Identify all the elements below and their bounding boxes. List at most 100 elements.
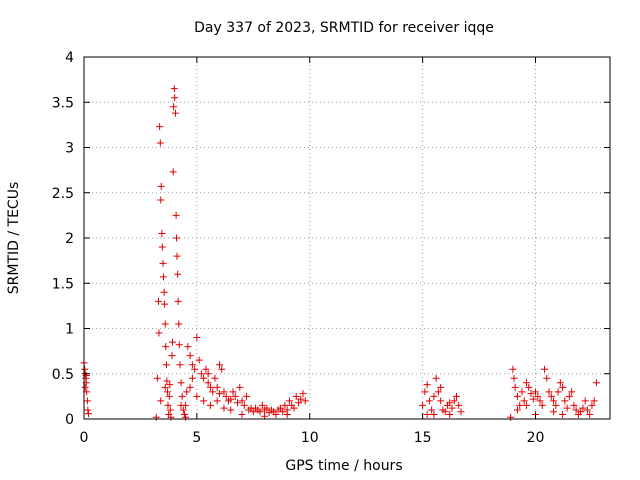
data-point bbox=[434, 388, 442, 396]
data-point bbox=[511, 383, 519, 391]
data-point bbox=[234, 399, 242, 407]
x-tick-label: 20 bbox=[527, 430, 545, 446]
data-point bbox=[238, 397, 246, 405]
data-point bbox=[161, 320, 169, 328]
data-point bbox=[154, 297, 162, 305]
data-point bbox=[168, 352, 176, 360]
data-point bbox=[279, 408, 287, 416]
data-point bbox=[430, 410, 438, 418]
data-point bbox=[570, 401, 578, 409]
data-point bbox=[568, 388, 576, 396]
data-point bbox=[195, 356, 203, 364]
x-axis-label: GPS time / hours bbox=[285, 458, 402, 474]
data-point bbox=[178, 392, 186, 400]
data-point bbox=[430, 392, 438, 400]
data-point bbox=[457, 408, 465, 416]
data-point bbox=[545, 388, 553, 396]
y-tick-label: 1.5 bbox=[52, 276, 74, 292]
data-point bbox=[428, 406, 436, 414]
chart-title: Day 337 of 2023, SRMTID for receiver iqq… bbox=[194, 20, 494, 36]
data-point bbox=[579, 404, 587, 412]
data-point bbox=[171, 94, 179, 102]
data-point bbox=[177, 401, 185, 409]
data-point bbox=[432, 374, 440, 382]
data-point bbox=[206, 383, 214, 391]
data-point bbox=[83, 397, 91, 405]
y-tick-label: 0 bbox=[65, 412, 74, 428]
data-point bbox=[272, 410, 280, 418]
data-point bbox=[522, 379, 530, 387]
data-point bbox=[292, 392, 300, 400]
data-point bbox=[559, 383, 567, 391]
data-point bbox=[209, 388, 217, 396]
data-point bbox=[547, 392, 555, 400]
data-point bbox=[550, 397, 558, 405]
data-point bbox=[455, 401, 463, 409]
data-point bbox=[186, 383, 194, 391]
data-point bbox=[164, 388, 172, 396]
data-point bbox=[258, 401, 266, 409]
data-point bbox=[215, 390, 223, 398]
data-point bbox=[164, 401, 172, 409]
data-point bbox=[206, 401, 214, 409]
data-point bbox=[191, 365, 199, 373]
data-point bbox=[202, 365, 210, 373]
data-point bbox=[586, 410, 594, 418]
data-point bbox=[166, 381, 174, 389]
data-point bbox=[229, 388, 237, 396]
data-point bbox=[153, 374, 161, 382]
data-point bbox=[173, 252, 181, 260]
data-point bbox=[559, 410, 567, 418]
data-point bbox=[231, 392, 239, 400]
data-point bbox=[186, 352, 194, 360]
y-tick-label: 3.5 bbox=[52, 95, 74, 111]
data-point bbox=[173, 234, 181, 242]
data-point bbox=[152, 413, 160, 421]
y-tick-label: 0.5 bbox=[52, 367, 74, 383]
data-point bbox=[581, 397, 589, 405]
data-point bbox=[532, 388, 540, 396]
data-point bbox=[193, 392, 201, 400]
data-point bbox=[588, 401, 596, 409]
data-point bbox=[169, 168, 177, 176]
data-point bbox=[213, 383, 221, 391]
x-tick-label: 15 bbox=[414, 430, 432, 446]
data-point bbox=[541, 365, 549, 373]
data-point bbox=[437, 397, 445, 405]
data-point bbox=[155, 329, 163, 337]
data-point bbox=[220, 388, 228, 396]
data-point bbox=[520, 397, 528, 405]
data-point bbox=[188, 361, 196, 369]
data-point bbox=[423, 381, 431, 389]
data-point bbox=[437, 383, 445, 391]
data-point bbox=[184, 343, 192, 351]
data-point bbox=[452, 392, 460, 400]
y-tick-label: 2.5 bbox=[52, 186, 74, 202]
data-point bbox=[572, 406, 580, 414]
data-point bbox=[592, 379, 600, 387]
data-point bbox=[227, 406, 235, 414]
data-point bbox=[175, 320, 183, 328]
data-point bbox=[85, 410, 93, 418]
data-point bbox=[556, 379, 564, 387]
data-point bbox=[161, 300, 169, 308]
data-point bbox=[561, 397, 569, 405]
data-point bbox=[536, 397, 544, 405]
data-point bbox=[160, 288, 168, 296]
data-point bbox=[421, 388, 429, 396]
data-point bbox=[158, 243, 166, 251]
data-point bbox=[238, 410, 246, 418]
data-point bbox=[249, 408, 257, 416]
y-tick-label: 4 bbox=[65, 50, 74, 66]
data-point bbox=[448, 404, 456, 412]
data-point bbox=[174, 297, 182, 305]
data-point bbox=[563, 404, 571, 412]
data-point bbox=[509, 365, 517, 373]
data-points bbox=[80, 85, 600, 421]
data-point bbox=[516, 401, 524, 409]
data-point bbox=[162, 343, 170, 351]
data-point bbox=[554, 388, 562, 396]
data-point bbox=[256, 408, 264, 416]
y-axis-label: SRMTID / TECUs bbox=[6, 182, 22, 295]
